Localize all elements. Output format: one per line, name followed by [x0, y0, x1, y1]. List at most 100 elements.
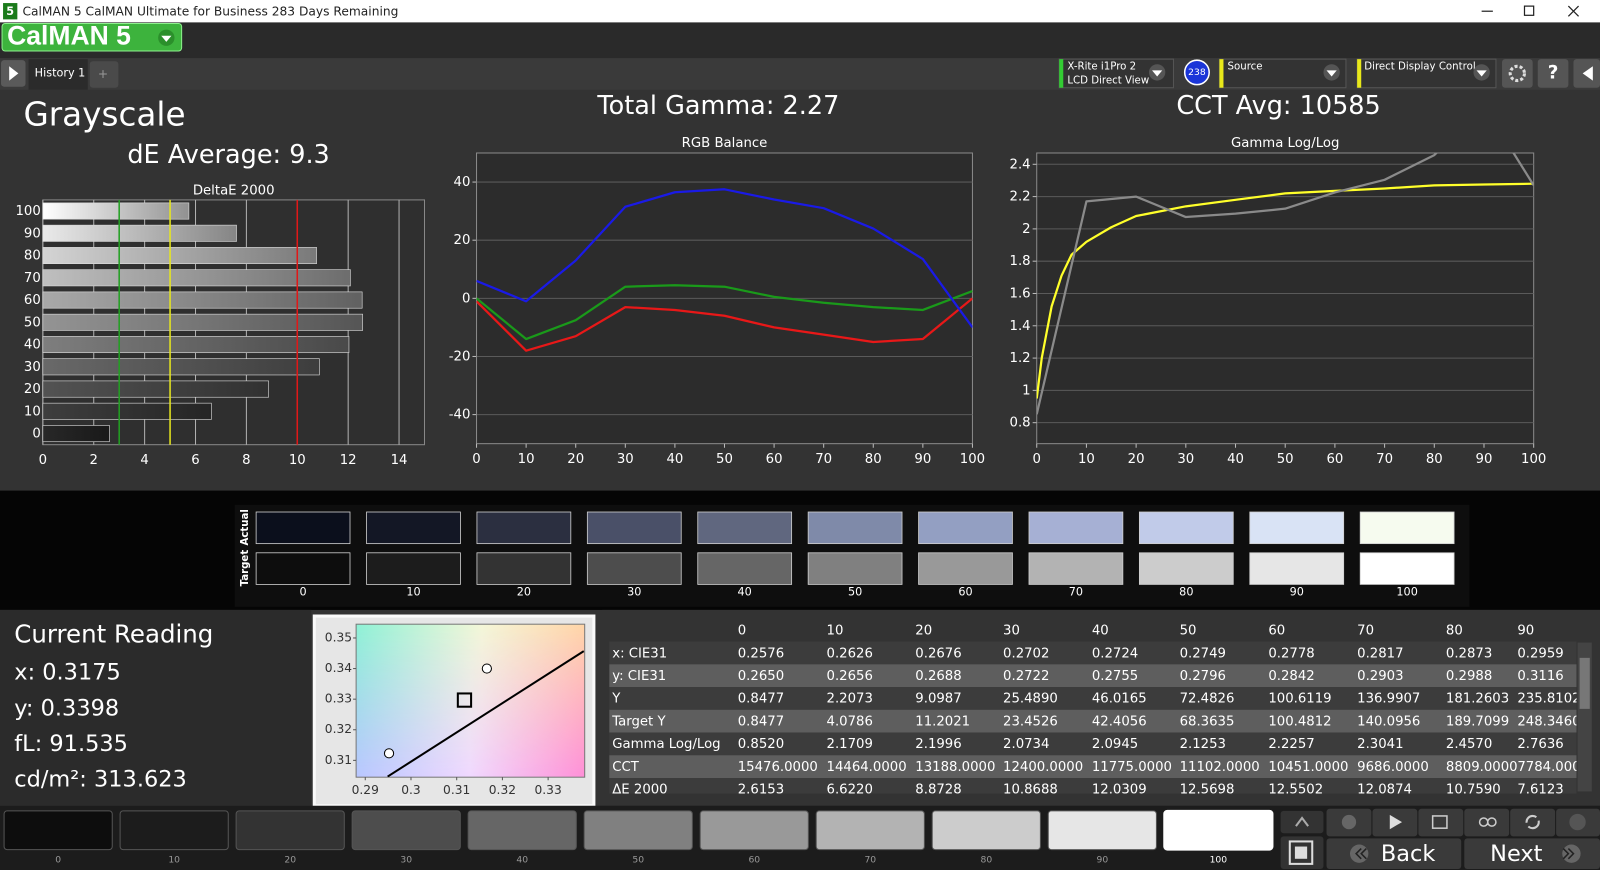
loop-button[interactable]: [1464, 808, 1510, 837]
add-tab-label: +: [98, 67, 108, 81]
y-tick-label: 0: [32, 427, 40, 442]
stop-icon: [1294, 846, 1308, 859]
table-cell: 0.2959: [1517, 646, 1563, 661]
y-tick-label: 2.4: [1010, 157, 1031, 172]
row-label: CCT: [612, 760, 640, 775]
measure-button[interactable]: [1418, 808, 1464, 837]
swatch-level: 0: [299, 586, 306, 599]
actual-swatch: [366, 511, 461, 545]
meter-badge-label: 238: [1188, 67, 1206, 78]
patch-button[interactable]: [467, 810, 577, 851]
x-tick-label: 12: [340, 453, 357, 468]
page-title: Grayscale: [23, 95, 185, 133]
swatch-level: 10: [406, 586, 420, 599]
target-swatch: [1359, 552, 1455, 585]
y-tick-label: 90: [24, 226, 41, 241]
series-line: [476, 297, 973, 352]
table-cell: 6.6220: [827, 783, 873, 798]
table-cell: 0.2873: [1446, 646, 1492, 661]
table-cell: 0.2778: [1268, 646, 1314, 661]
table-cell: 0.2796: [1180, 669, 1226, 684]
table-header: 80: [1446, 623, 1463, 638]
close-button[interactable]: [1567, 5, 1580, 17]
table-cell: 0.8477: [738, 692, 784, 707]
patch-button[interactable]: [815, 810, 925, 851]
refresh-button[interactable]: [1510, 808, 1556, 837]
patch-button[interactable]: [3, 810, 113, 851]
x-tick-label: 80: [865, 452, 882, 467]
series-line: [476, 284, 973, 341]
x-tick-label: 90: [914, 452, 931, 467]
x-tick-label: 10: [1078, 452, 1095, 467]
table-cell: 12.5698: [1180, 783, 1235, 798]
x-tick-label: 2: [90, 453, 98, 468]
y-tick-label: 40: [24, 338, 41, 353]
settings-button[interactable]: [1502, 59, 1533, 88]
tab[interactable]: [28, 59, 88, 90]
y-tick-label: 30: [24, 360, 41, 375]
y-tick-label: 20: [454, 233, 471, 248]
help-button[interactable]: [1537, 59, 1569, 88]
x-tick-label: 70: [815, 452, 832, 467]
table-cell: 140.0956: [1357, 714, 1420, 729]
table-cell: 0.2676: [915, 646, 961, 661]
table-cell: 0.2749: [1180, 646, 1226, 661]
patch-label: 100: [1210, 854, 1228, 865]
meter-badge[interactable]: [1183, 59, 1210, 86]
table-cell: 0.2817: [1357, 646, 1403, 661]
patch-button[interactable]: [351, 810, 461, 851]
actual-swatch: [255, 511, 351, 545]
logo-button[interactable]: [1, 22, 183, 52]
patch-button[interactable]: [583, 810, 693, 851]
next-button[interactable]: [1464, 838, 1600, 869]
up-button[interactable]: [1280, 810, 1324, 834]
add-tab[interactable]: [89, 61, 119, 88]
x-tick-label: 100: [960, 452, 985, 467]
patch-button[interactable]: [1047, 810, 1157, 851]
patch-button[interactable]: [1163, 809, 1274, 851]
maximize-button[interactable]: [1523, 5, 1535, 16]
window-title: CalMAN 5 CalMAN Ultimate for Business 28…: [22, 5, 398, 19]
y-tick-label: 1.8: [1010, 254, 1031, 269]
de-average: dE Average: 9.3: [127, 140, 329, 170]
cct-average: CCT Avg: 10585: [1176, 91, 1380, 121]
x-tick-label: 14: [391, 453, 408, 468]
y-tick-label: 0: [462, 291, 470, 306]
row-label: y: CIE31: [612, 669, 666, 684]
chart-title: DeltaE 2000: [193, 184, 275, 199]
table-cell: 11775.0000: [1092, 760, 1172, 775]
x-tick-label: 60: [1326, 452, 1343, 467]
source-dropdown-arrow: [1326, 70, 1337, 77]
y-tick-label: 1.4: [1010, 319, 1031, 334]
target-swatch: [255, 552, 351, 585]
scrollbar-thumb[interactable]: [1579, 657, 1590, 709]
table-cell: 2.1709: [827, 737, 873, 752]
x-tick-label: 20: [1128, 452, 1145, 467]
logo-strip: [0, 22, 1600, 59]
collapse-icon: [1582, 66, 1593, 81]
table-cell: 23.4526: [1003, 714, 1058, 729]
table-header: 0: [738, 623, 746, 638]
x-tick-label: 40: [666, 452, 683, 467]
x-tick-label: 0.31: [443, 783, 470, 797]
y-tick-label: 100: [16, 204, 41, 219]
actual-swatch: [1249, 511, 1345, 545]
table-header: 50: [1180, 623, 1197, 638]
patch-button[interactable]: [931, 810, 1041, 851]
table-cell: 14464.0000: [827, 760, 907, 775]
table-cell: 0.2988: [1446, 669, 1492, 684]
patch-button[interactable]: [235, 810, 345, 851]
target-swatch: [366, 552, 461, 585]
patch-button[interactable]: [119, 810, 229, 851]
y-tick-label: 10: [24, 404, 41, 419]
patch-label: 60: [748, 854, 760, 865]
row-label: ΔE 2000: [612, 783, 667, 798]
patch-button[interactable]: [699, 810, 809, 851]
point: [481, 663, 492, 674]
meter-selector[interactable]: [1058, 58, 1174, 89]
table-cell: 13188.0000: [915, 760, 995, 775]
expand-icon: [9, 66, 19, 81]
next-label: Next: [1490, 841, 1542, 867]
chart-title: RGB Balance: [682, 136, 768, 151]
